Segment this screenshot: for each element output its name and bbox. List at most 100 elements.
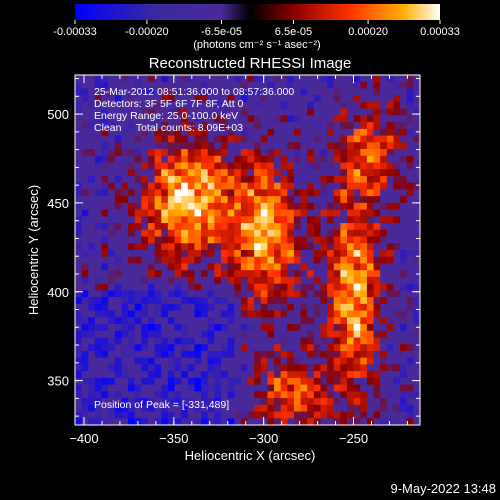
heatmap-cell — [293, 223, 302, 231]
heatmap-cell — [174, 202, 182, 211]
heatmap-cell — [174, 75, 182, 83]
heatmap-cell — [320, 270, 328, 278]
heatmap-cell — [94, 297, 103, 305]
heatmap-cell — [114, 344, 123, 352]
heatmap-cell — [327, 135, 335, 143]
heatmap-cell — [207, 196, 215, 204]
x-tick-label: −250 — [339, 431, 368, 446]
heatmap-cell — [134, 229, 142, 238]
heatmap-cell — [141, 364, 149, 372]
heatmap-cell — [81, 317, 89, 325]
heatmap-cell — [154, 75, 162, 83]
heatmap-cell — [161, 283, 169, 291]
heatmap-cell — [254, 324, 262, 332]
heatmap-cell — [240, 357, 249, 366]
heatmap-cell — [327, 196, 335, 204]
heatmap-cell — [94, 182, 103, 191]
heatmap-cell — [366, 196, 375, 204]
heatmap-cell — [154, 216, 162, 224]
heatmap-cell — [147, 189, 156, 197]
heatmap-cell — [194, 337, 202, 345]
heatmap-cell — [353, 377, 361, 386]
heatmap-cell — [194, 364, 202, 372]
heatmap-cell — [147, 411, 156, 419]
heatmap-cell — [353, 149, 361, 157]
heatmap-cell — [393, 256, 401, 265]
heatmap-cell — [313, 236, 322, 244]
heatmap-cell — [234, 398, 242, 406]
heatmap-cell — [134, 95, 142, 103]
heatmap-cell — [313, 398, 322, 406]
heatmap-cell — [214, 303, 222, 312]
heatmap-cell — [300, 256, 308, 265]
heatmap-cell — [333, 317, 341, 325]
heatmap-cell — [207, 101, 215, 110]
heatmap-cell — [340, 330, 348, 339]
heatmap-cell — [187, 115, 196, 123]
heatmap-cell — [247, 175, 255, 184]
heatmap-cell — [413, 418, 420, 425]
heatmap-cell — [114, 276, 123, 285]
heatmap-cell — [320, 310, 328, 318]
heatmap-cell — [141, 371, 149, 379]
heatmap-cell — [141, 283, 149, 291]
heatmap-cell — [360, 196, 368, 204]
heatmap-cell — [81, 250, 89, 258]
x-tick-label: −300 — [249, 431, 278, 446]
heatmap-cell — [307, 384, 315, 392]
heatmap-cell — [114, 283, 123, 291]
heatmap-cell — [134, 263, 142, 271]
heatmap-cell — [147, 377, 156, 386]
heatmap-cell — [380, 330, 388, 339]
heatmap-cell — [307, 283, 315, 291]
heatmap-cell — [393, 404, 401, 413]
heatmap-cell — [320, 229, 328, 238]
heatmap-cell — [353, 270, 361, 278]
heatmap-cell — [194, 196, 202, 204]
heatmap-cell — [114, 128, 123, 137]
heatmap-cell — [141, 81, 149, 90]
heatmap-cell — [154, 189, 162, 197]
heatmap-cell — [260, 337, 268, 345]
heatmap-cell — [300, 250, 308, 258]
heatmap-cell — [320, 391, 328, 399]
heatmap-cell — [121, 371, 129, 379]
heatmap-cell — [287, 391, 295, 399]
heatmap-cell — [201, 149, 209, 157]
heatmap-cell — [234, 290, 242, 298]
heatmap-cell — [340, 216, 348, 224]
heatmap-cell — [406, 142, 414, 150]
heatmap-cell — [227, 162, 235, 170]
heatmap-cell — [260, 182, 268, 191]
heatmap-cell — [134, 142, 142, 150]
heatmap-cell — [207, 155, 215, 164]
heatmap-cell — [380, 243, 388, 251]
heatmap-cell — [274, 95, 282, 103]
heatmap-cell — [108, 344, 116, 352]
heatmap-cell — [247, 371, 255, 379]
heatmap-cell — [161, 263, 169, 271]
heatmap-cell — [121, 142, 129, 150]
heatmap-cell — [393, 337, 401, 345]
heatmap-cell — [167, 337, 176, 345]
heatmap-cell — [254, 411, 262, 419]
heatmap-cell — [247, 263, 255, 271]
heatmap-cell — [280, 411, 288, 419]
heatmap-cell — [94, 236, 103, 244]
heatmap-cell — [141, 196, 149, 204]
heatmap-cell — [300, 162, 308, 170]
heatmap-cell — [340, 189, 348, 197]
heatmap-cell — [240, 310, 249, 318]
heatmap-cell — [353, 371, 361, 379]
heatmap-cell — [380, 169, 388, 177]
heatmap-cell — [366, 357, 375, 366]
heatmap-cell — [147, 404, 156, 413]
heatmap-cell — [267, 155, 275, 164]
heatmap-cell — [181, 418, 189, 425]
heatmap-cell — [75, 209, 83, 217]
heatmap-cell — [187, 330, 196, 339]
heatmap-cell — [147, 364, 156, 372]
heatmap-cell — [366, 317, 375, 325]
heatmap-cell — [108, 283, 116, 291]
heatmap-cell — [333, 256, 341, 265]
